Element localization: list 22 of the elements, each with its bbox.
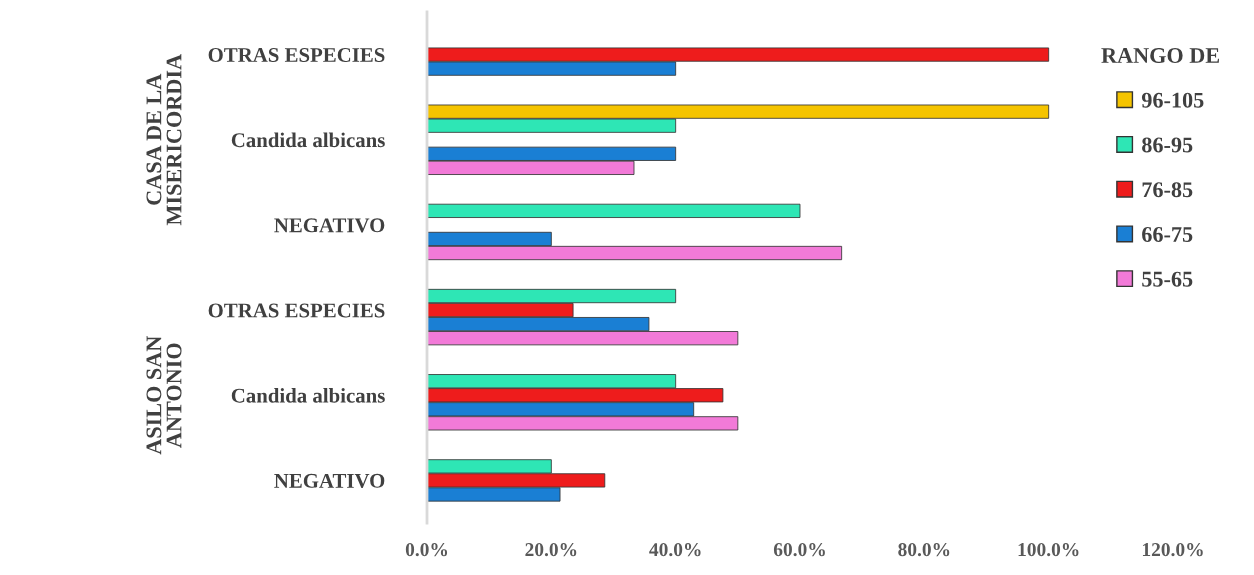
x-tick-label: 100.0% bbox=[1018, 543, 1079, 557]
y-tick-label: Candida albicans bbox=[231, 388, 385, 403]
x-tick-label: 80.0% bbox=[898, 543, 950, 557]
legend-label: 76-85 bbox=[1142, 182, 1193, 198]
legend-label: 66-75 bbox=[1142, 226, 1193, 242]
x-tick-label: 20.0% bbox=[525, 543, 577, 557]
x-tick-label: 120.0% bbox=[1142, 543, 1203, 557]
text: CASA DE LA MISERICORDIA bbox=[146, 54, 182, 226]
y-tick-label: NEGATIVO bbox=[274, 218, 385, 233]
y-tick-label: NEGATIVO bbox=[274, 473, 385, 488]
y-tick-label: OTRAS ESPECIES bbox=[208, 303, 385, 318]
x-tick-label: 40.0% bbox=[649, 543, 701, 557]
legend-label: 96-105 bbox=[1141, 92, 1204, 108]
legend-label: 86-95 bbox=[1142, 137, 1193, 153]
x-tick-label: 60.0% bbox=[773, 543, 825, 557]
y-tick-label: Candida albicans bbox=[231, 132, 385, 148]
x-tick-label: 0.0% bbox=[405, 543, 448, 557]
y-tick-label: OTRAS ESPECIES bbox=[208, 48, 385, 63]
bar bbox=[427, 203, 801, 218]
legend-title: RANGO DE bbox=[1101, 48, 1219, 63]
legend-label: 55-65 bbox=[1142, 271, 1193, 287]
text: ASILO SAN ANTONIO bbox=[146, 335, 182, 455]
